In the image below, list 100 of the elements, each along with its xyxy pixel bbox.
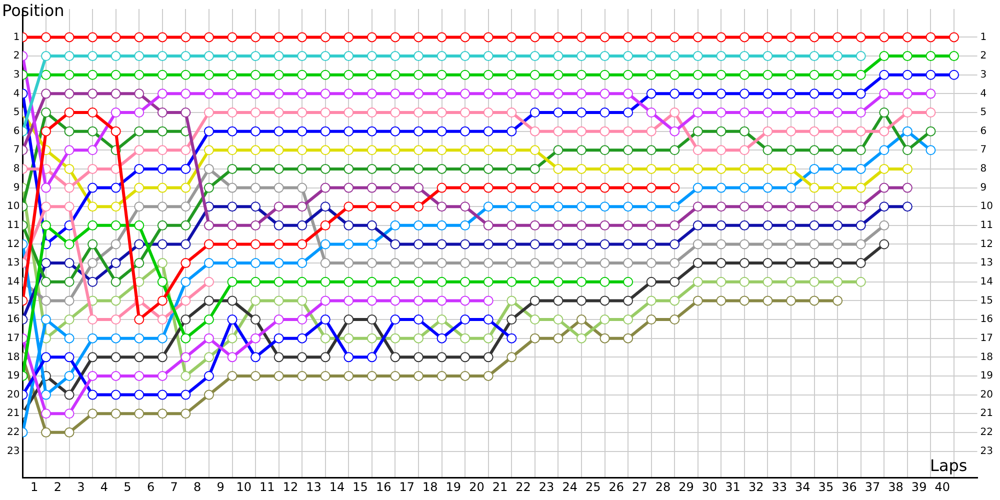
point [414,70,424,80]
point [274,32,284,42]
point [204,296,214,306]
point [716,88,726,99]
x-tick-label: 9 [216,480,224,494]
point [670,276,680,287]
point [41,182,52,193]
point [506,70,517,80]
point [879,126,890,136]
point [483,108,494,118]
point [134,333,144,344]
point [414,333,424,344]
point [110,239,121,250]
point [88,202,98,212]
point [250,145,261,156]
point [297,333,308,344]
point [366,220,377,230]
point [250,108,261,118]
point [344,108,354,118]
point [506,182,517,193]
point [134,70,144,80]
point [41,108,52,118]
point [110,333,121,344]
point [926,145,936,156]
point [553,164,564,174]
point [786,164,796,174]
point [623,258,634,268]
point [344,51,354,62]
point [88,352,98,362]
point [88,239,98,250]
y2-tick-label: 8 [980,164,987,175]
point [157,239,168,250]
point [809,202,820,212]
point [623,51,634,62]
point [739,145,750,156]
point [623,126,634,136]
point [41,88,52,99]
point [809,51,820,62]
point [157,182,168,193]
point [297,164,308,174]
point [483,32,494,42]
point [157,352,168,362]
point [366,258,377,268]
x-tick-label: 15 [352,480,368,494]
point [366,182,377,193]
x-tick-label: 13 [306,480,322,494]
point [646,239,656,250]
point [832,239,843,250]
point [297,314,308,325]
point [41,126,52,136]
point [390,296,400,306]
point [506,164,517,174]
point [670,108,680,118]
point [716,258,726,268]
point [110,296,121,306]
point [366,370,377,381]
point [297,296,308,306]
point [64,296,74,306]
point [436,51,447,62]
point [670,145,680,156]
point [320,276,330,287]
point [716,164,726,174]
point [436,145,447,156]
point [227,51,238,62]
point [879,202,890,212]
y-tick-label: 19 [6,370,20,382]
point [180,32,191,42]
point [553,70,564,80]
point [41,70,52,80]
point [41,258,52,268]
y2-tick-label: 3 [980,69,987,80]
point [902,51,912,62]
point [88,108,98,118]
point [553,145,564,156]
point [414,51,424,62]
point [856,108,866,118]
y2-tick-label: 2 [980,50,987,62]
point [227,88,238,99]
point [320,352,330,362]
point [483,220,494,230]
point [600,202,610,212]
point [762,239,773,250]
point [739,88,750,99]
point [110,390,121,400]
point [134,220,144,230]
x-tick-label: 10 [236,480,252,494]
point [739,164,750,174]
point [64,333,74,344]
point [41,352,52,362]
point [786,126,796,136]
point [64,70,74,80]
point [88,70,98,80]
point [227,182,238,193]
y2-tick-label: 6 [980,126,987,137]
point [879,182,890,193]
point [692,182,703,193]
point [483,370,494,381]
point [436,126,447,136]
point [506,126,517,136]
point [320,126,330,136]
